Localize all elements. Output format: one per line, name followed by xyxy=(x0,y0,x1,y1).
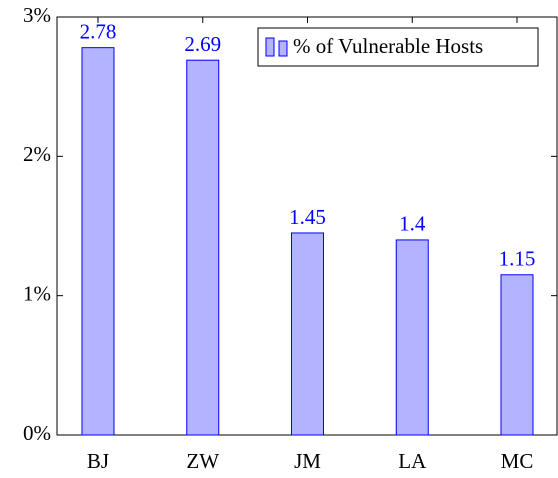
y-tick-label: 3% xyxy=(23,3,51,27)
y-tick-label: 0% xyxy=(23,421,51,445)
value-label: 1.15 xyxy=(499,247,536,271)
x-tick-label: MC xyxy=(501,449,534,473)
value-label: 1.4 xyxy=(399,212,426,236)
legend-box xyxy=(257,27,539,67)
value-label: 1.45 xyxy=(289,205,326,229)
y-tick-label: 1% xyxy=(23,281,51,305)
bar xyxy=(500,274,534,436)
y-tick-label: 2% xyxy=(23,142,51,166)
x-tick-label: JM xyxy=(294,449,321,473)
bar xyxy=(81,47,115,436)
x-tick-label: BJ xyxy=(87,449,109,473)
legend-swatch xyxy=(278,40,288,57)
legend-label: % of Vulnerable Hosts xyxy=(293,34,483,58)
bar xyxy=(186,59,220,436)
bar xyxy=(291,232,324,436)
bar xyxy=(395,239,429,436)
x-tick-label: LA xyxy=(398,449,427,473)
x-tick-label: ZW xyxy=(186,449,219,473)
value-label: 2.69 xyxy=(184,32,221,56)
value-label: 2.78 xyxy=(80,19,117,43)
legend-swatch xyxy=(265,37,275,57)
